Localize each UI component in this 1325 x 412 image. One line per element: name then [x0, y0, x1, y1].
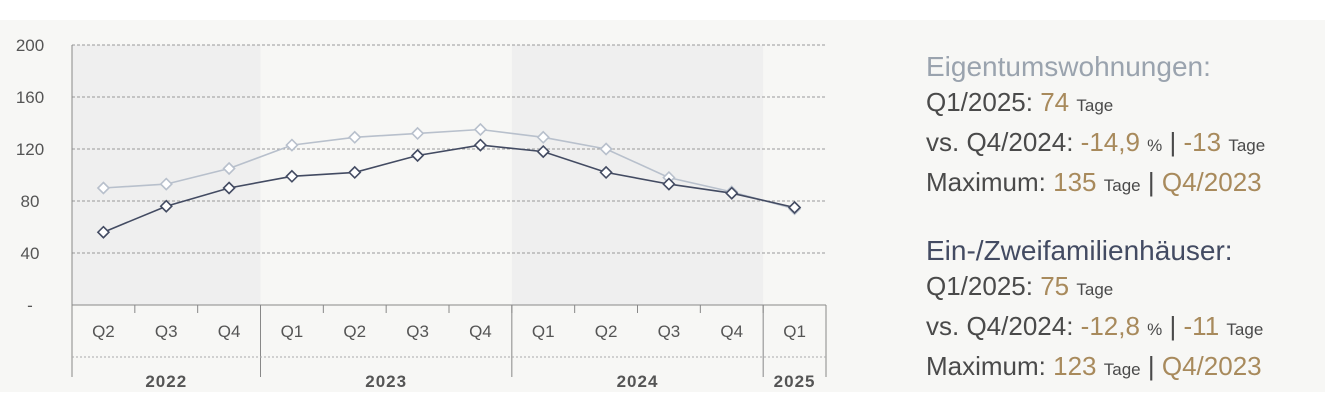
data-point — [222, 161, 236, 176]
year-band — [260, 45, 512, 305]
maximum-period: Q4/2023 — [1161, 351, 1262, 381]
x-tick-label: Q1 — [532, 322, 555, 341]
percent-change: -12,8 — [1080, 311, 1140, 341]
year-band — [763, 45, 826, 305]
unit-label: Tage — [1226, 320, 1264, 339]
data-point — [599, 142, 613, 156]
maximum-value: 135 — [1053, 167, 1097, 197]
series-line — [103, 144, 795, 233]
data-point — [787, 200, 802, 215]
data-point — [96, 225, 111, 239]
chart-panel: 200 160 120 80 40 - Q2 Q3 Q4 Q1 Q2 Q3 Q4 Q1 Q2 Q3 Q4 Q1 20… — [0, 20, 1325, 392]
separator: | — [1147, 351, 1155, 381]
year-label: 2022 — [145, 372, 187, 391]
percent-unit: % — [1147, 320, 1163, 339]
y-tick-label: 40 — [21, 244, 40, 263]
quarter-label: Q1/2025: — [926, 271, 1033, 301]
data-point — [222, 181, 236, 195]
y-tick-label: - — [27, 296, 33, 315]
current-value: 75 — [1040, 271, 1070, 301]
series-title-ein-zweifamilienhaeuser: Ein-/Zweifamilienhäuser: — [926, 235, 1233, 266]
unit-label: Tage — [1103, 176, 1141, 195]
separator: | — [1169, 311, 1177, 341]
maximum-value: 123 — [1053, 351, 1097, 381]
data-point — [725, 186, 739, 200]
data-point — [410, 148, 425, 163]
year-label: 2024 — [617, 372, 659, 391]
unit-label: Tage — [1076, 96, 1114, 115]
line-chart: 200 160 120 80 40 - Q2 Q3 Q4 Q1 Q2 Q3 Q4 Q1 Q2 Q3 Q4 Q1 20… — [16, 36, 827, 391]
data-point — [662, 177, 676, 191]
absolute-change: -13 — [1183, 127, 1222, 157]
percent-unit: % — [1147, 136, 1163, 155]
data-point — [473, 122, 488, 137]
year-band — [511, 45, 764, 305]
y-tick-label: 120 — [16, 140, 44, 159]
unit-label: Tage — [1228, 136, 1266, 155]
data-point — [348, 165, 362, 180]
data-point — [348, 130, 362, 144]
data-point — [285, 138, 299, 152]
comparison-label: vs. Q4/2024: — [926, 311, 1074, 341]
maximum-row: Maximum: 123 Tage | Q4/2023 — [926, 348, 1321, 388]
current-value-row: Q1/2025: 75 Tage — [926, 268, 1321, 308]
maximum-period: Q4/2023 — [1161, 167, 1262, 197]
data-point — [285, 169, 299, 183]
data-point — [536, 130, 550, 144]
x-tick-label: Q3 — [658, 322, 681, 341]
x-tick-label: Q2 — [595, 322, 618, 341]
x-tick-label: Q4 — [469, 322, 492, 341]
x-tick-label: Q3 — [406, 322, 429, 341]
unit-label: Tage — [1076, 280, 1114, 299]
x-tick-label: Q2 — [92, 322, 115, 341]
y-tick-label: 80 — [21, 192, 40, 211]
data-point — [159, 177, 173, 191]
change-row: vs. Q4/2024: -12,8 % | -11 Tage — [926, 308, 1321, 348]
data-point — [96, 181, 111, 195]
percent-change: -14,9 — [1080, 127, 1140, 157]
x-tick-label: Q1 — [281, 322, 304, 341]
absolute-change: -11 — [1183, 311, 1220, 341]
x-tick-label: Q4 — [218, 322, 241, 341]
series-line — [103, 128, 795, 210]
data-point — [410, 126, 425, 141]
change-row: vs. Q4/2024: -14,9 % | -13 Tage — [926, 124, 1321, 164]
data-point — [536, 144, 550, 159]
separator: | — [1169, 127, 1177, 157]
x-tick-label: Q3 — [155, 322, 178, 341]
x-tick-label: Q2 — [343, 322, 366, 341]
maximum-row: Maximum: 135 Tage | Q4/2023 — [926, 164, 1321, 204]
x-tick-label: Q1 — [783, 322, 806, 341]
separator: | — [1147, 167, 1155, 197]
year-label: 2025 — [774, 372, 816, 391]
data-point — [159, 199, 173, 213]
series-title-eigentumswohnungen: Eigentumswohnungen: — [926, 51, 1211, 82]
maximum-label: Maximum: — [926, 351, 1046, 381]
data-point — [599, 165, 613, 180]
current-value-row: Q1/2025: 74 Tage — [926, 84, 1321, 124]
data-point — [473, 138, 488, 152]
y-tick-label: 200 — [16, 36, 44, 55]
current-value: 74 — [1040, 87, 1070, 117]
comparison-label: vs. Q4/2024: — [926, 127, 1074, 157]
maximum-label: Maximum: — [926, 167, 1046, 197]
unit-label: Tage — [1103, 360, 1141, 379]
quarter-label: Q1/2025: — [926, 87, 1033, 117]
x-tick-label: Q4 — [720, 322, 743, 341]
year-band — [72, 45, 261, 305]
info-panel: Eigentumswohnungen: Q1/2025: 74 Tage vs.… — [926, 50, 1321, 388]
year-label: 2023 — [365, 372, 407, 391]
y-tick-label: 160 — [16, 88, 44, 107]
